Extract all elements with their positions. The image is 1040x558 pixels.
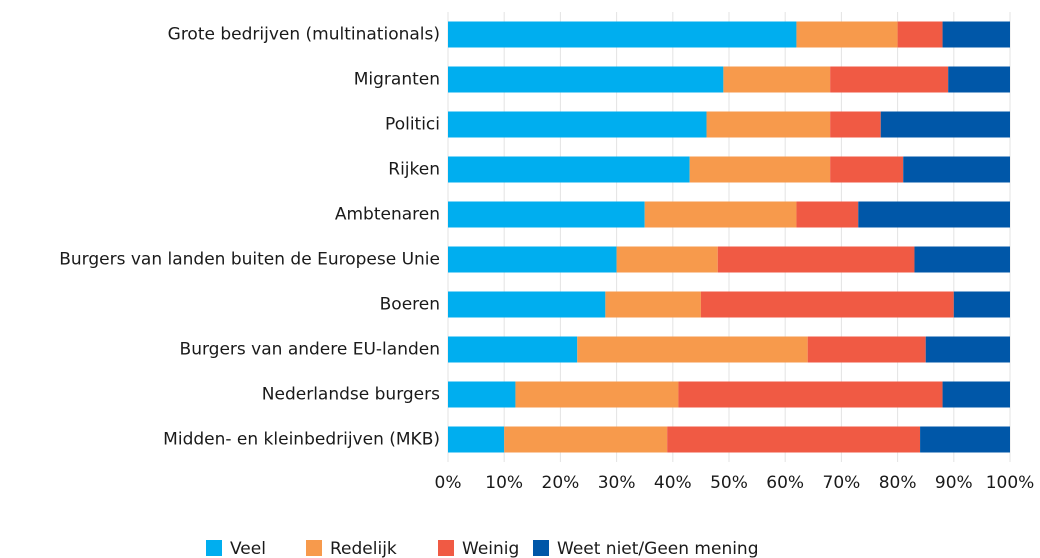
legend-swatch [206,540,222,556]
legend-swatch [306,540,322,556]
bar-segment [796,201,859,228]
bar-segment [448,111,707,138]
bar-segment [858,201,1010,228]
bar-segment [717,246,915,273]
bar-segment [807,336,926,363]
bar-segment [920,426,1010,453]
y-tick-label: Burgers van landen buiten de Europese Un… [59,250,440,270]
x-tick-label: 60% [766,473,804,493]
bar-segment [605,291,701,318]
bar-segment [880,111,1010,138]
legend-label: Redelijk [330,539,397,558]
bar-segment [667,426,921,453]
bar-segment [448,291,606,318]
x-tick-label: 20% [542,473,580,493]
bar-segment [448,201,645,228]
bar-segment [448,246,617,273]
x-tick-label: 30% [598,473,636,493]
y-tick-label: Grote bedrijven (multinationals) [168,25,440,45]
bar-segment [678,381,943,408]
legend-swatch [438,540,454,556]
x-tick-label: 0% [435,473,462,493]
bar-segment [689,156,831,183]
y-tick-label: Politici [385,115,440,135]
bar-segment [925,336,1010,363]
y-tick-label: Burgers van andere EU-landen [180,340,440,360]
bar-segment [830,111,881,138]
y-tick-label: Midden- en kleinbedrijven (MKB) [163,430,440,450]
bar-segment [723,66,831,93]
y-tick-label: Ambtenaren [335,205,440,225]
y-tick-label: Nederlandse burgers [262,385,440,405]
bar-segment [700,291,954,318]
bar-segment [448,426,505,453]
bar-segment [953,291,1010,318]
y-tick-label: Migranten [354,70,440,90]
bar-segment [830,66,949,93]
bar-segment [504,426,668,453]
bar-segment [796,21,898,48]
legend-swatch [533,540,549,556]
x-tick-label: 90% [935,473,973,493]
bar-segment [914,246,1010,273]
x-tick-label: 80% [879,473,917,493]
legend-label: Weet niet/Geen mening [557,539,759,558]
x-tick-label: 100% [986,473,1035,493]
bar-segment [515,381,679,408]
bar-segment [903,156,1010,183]
bar-segment [448,156,690,183]
legend-label: Veel [230,539,266,558]
bar-segment [948,66,1010,93]
bar-segment [644,201,797,228]
bar-segment [616,246,718,273]
y-tick-label: Rijken [388,160,440,180]
bar-segment [448,381,516,408]
y-tick-label: Boeren [380,295,440,315]
bar-segment [830,156,904,183]
x-tick-label: 40% [654,473,692,493]
bar-segment [448,336,578,363]
x-tick-label: 10% [485,473,523,493]
bar-segment [448,21,797,48]
bar-segment [942,21,1010,48]
legend-label: Weinig [462,539,519,558]
bar-segment [448,66,724,93]
x-tick-label: 50% [710,473,748,493]
x-tick-label: 70% [823,473,861,493]
bar-segment [706,111,831,138]
bar-segment [942,381,1010,408]
bar-segment [897,21,943,48]
bar-segment [577,336,808,363]
